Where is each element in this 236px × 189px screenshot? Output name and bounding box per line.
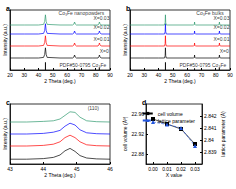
svg-text:46: 46 (107, 166, 113, 172)
svg-text:0.01: 0.01 (162, 166, 172, 172)
svg-text:60: 60 (184, 72, 190, 78)
svg-text:b: b (126, 5, 130, 12)
svg-text:(110): (110) (88, 105, 100, 111)
svg-text:a: a (6, 5, 10, 12)
svg-text:2 Theta (deg.): 2 Theta (deg.) (164, 78, 196, 84)
svg-text:80: 80 (213, 72, 219, 78)
svg-text:44: 44 (41, 166, 47, 172)
svg-text:cell volume: cell volume (158, 111, 183, 117)
svg-text:X value: X value (166, 172, 183, 178)
svg-text:70: 70 (79, 72, 85, 78)
svg-text:Intensity (a.u.): Intensity (a.u.) (2, 118, 8, 150)
svg-text:lattice parameter (Å): lattice parameter (Å) (220, 111, 226, 157)
svg-text:45: 45 (74, 166, 80, 172)
svg-text:X=0.03: X=0.03 (213, 15, 229, 21)
svg-text:X=0: X=0 (100, 48, 109, 54)
svg-text:43: 43 (7, 166, 13, 172)
svg-text:Intensity (a.u.): Intensity (a.u.) (122, 24, 128, 56)
svg-text:90: 90 (227, 72, 233, 78)
svg-text:40: 40 (156, 72, 162, 78)
svg-text:40: 40 (36, 72, 42, 78)
svg-text:X=0.01: X=0.01 (93, 36, 109, 42)
svg-text:30: 30 (22, 72, 28, 78)
svg-text:60: 60 (64, 72, 70, 78)
svg-text:20: 20 (127, 72, 133, 78)
svg-text:PDF#50-0795 Co₃Fe: PDF#50-0795 Co₃Fe (179, 62, 226, 68)
svg-text:cell volume (Å³): cell volume (Å³) (122, 116, 128, 151)
svg-text:2.84: 2.84 (204, 137, 214, 143)
svg-text:X=0: X=0 (220, 48, 229, 54)
svg-text:80: 80 (93, 72, 99, 78)
svg-text:0.03: 0.03 (190, 166, 200, 172)
svg-text:22.96: 22.96 (131, 111, 144, 117)
svg-text:lattice parameter: lattice parameter (158, 118, 196, 124)
svg-text:70: 70 (199, 72, 205, 78)
svg-text:Co₃Fe bulks: Co₃Fe bulks (196, 10, 224, 16)
svg-text:X=0.02: X=0.02 (213, 24, 230, 31)
svg-text:Intensity (a.u.): Intensity (a.u.) (2, 24, 8, 56)
svg-text:2.839: 2.839 (204, 149, 217, 155)
svg-text:50: 50 (170, 72, 176, 78)
svg-text:0.02: 0.02 (176, 166, 186, 172)
svg-text:Co₃Fe nanopowders: Co₃Fe nanopowders (58, 10, 105, 16)
svg-text:PDF#50-0795 Co₃Fe: PDF#50-0795 Co₃Fe (59, 62, 106, 68)
svg-text:30: 30 (142, 72, 148, 78)
svg-text:X=0.03: X=0.03 (93, 15, 109, 21)
svg-text:c: c (6, 99, 10, 106)
svg-text:2 Theta (deg.): 2 Theta (deg.) (44, 172, 76, 178)
svg-text:90: 90 (107, 72, 113, 78)
svg-text:X=0.01: X=0.01 (213, 36, 229, 42)
svg-text:2.841: 2.841 (204, 125, 217, 131)
svg-text:22.92: 22.92 (131, 131, 144, 137)
svg-text:d: d (142, 99, 146, 106)
svg-text:2 Theta (deg.): 2 Theta (deg.) (44, 78, 76, 84)
svg-text:X=0.02: X=0.02 (93, 24, 110, 31)
svg-text:50: 50 (50, 72, 56, 78)
svg-text:0.00: 0.00 (148, 166, 158, 172)
svg-text:2.842: 2.842 (204, 113, 217, 119)
svg-text:20: 20 (7, 72, 13, 78)
svg-text:22.88: 22.88 (131, 151, 144, 157)
